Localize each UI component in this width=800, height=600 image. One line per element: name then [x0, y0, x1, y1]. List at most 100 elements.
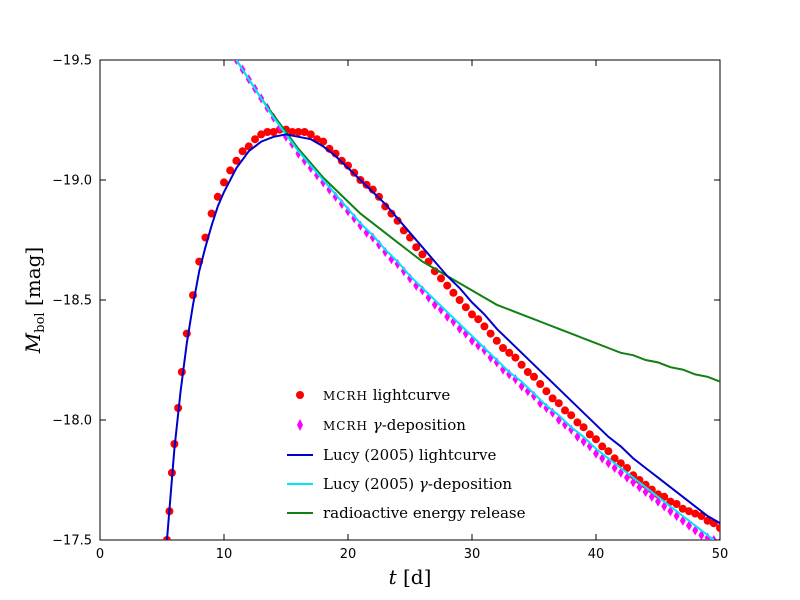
data-point: [579, 423, 588, 432]
data-point: [703, 516, 712, 525]
legend-entry-lucy-lightcurve: Lucy (2005) lightcurve: [287, 446, 497, 464]
legend: MCRH lightcurve MCRH γ-deposition Lucy (…: [287, 386, 526, 522]
data-point: [381, 202, 390, 211]
data-point: [449, 288, 458, 297]
data-point: [288, 128, 297, 136]
y-tick-label: −19.0: [52, 174, 92, 189]
data-point: [251, 135, 259, 144]
data-point: [517, 360, 526, 369]
data-point: [376, 239, 382, 250]
legend-label-lucy-gamma: -deposition: [428, 475, 513, 493]
data-point: [530, 372, 538, 381]
data-point: [300, 128, 309, 136]
legend-entry-mcrh-lightcurve: MCRH lightcurve: [296, 386, 450, 404]
legend-label-mcrh-gamma: -deposition: [382, 416, 467, 434]
gamma-symbol: γ: [419, 475, 428, 493]
legend-entry-lucy-gamma: Lucy (2005) γ-deposition: [287, 475, 512, 493]
data-point: [351, 213, 358, 224]
data-point: [400, 266, 407, 277]
data-point: [536, 380, 545, 388]
data-point: [319, 137, 328, 146]
data-point: [207, 209, 216, 218]
svg-text:MCRH γ-deposition: MCRH γ-deposition: [323, 416, 466, 434]
data-point: [407, 273, 413, 284]
data-point: [523, 368, 532, 376]
data-point: [387, 209, 396, 218]
data-point: [213, 192, 222, 201]
data-point: [344, 161, 352, 170]
series-line: [235, 60, 720, 383]
legend-label-lucy-lightcurve: Lucy (2005) lightcurve: [323, 446, 497, 464]
legend-label-mcrh-lightcurve: lightcurve: [373, 386, 451, 404]
data-point: [492, 336, 501, 345]
data-point: [412, 243, 421, 252]
x-tick-label: 20: [340, 547, 357, 562]
data-point: [567, 411, 576, 420]
gamma-symbol: γ: [373, 416, 382, 434]
data-point: [306, 130, 315, 139]
data-point: [393, 216, 402, 225]
data-point: [382, 247, 389, 257]
series-line: [165, 133, 720, 540]
legend-mcrh-prefix: MCRH: [323, 419, 368, 433]
data-point: [461, 303, 470, 312]
x-tick-label: 10: [216, 547, 233, 562]
data-point: [505, 348, 514, 357]
data-point: [548, 394, 557, 403]
data-point: [554, 399, 563, 408]
data-point: [468, 310, 476, 319]
data-point: [573, 418, 582, 427]
data-point: [499, 344, 507, 352]
data-point: [691, 509, 700, 518]
y-tick-label: −17.5: [52, 534, 92, 549]
data-point: [511, 353, 520, 362]
data-point: [443, 281, 452, 290]
x-axis-label: t [d]: [389, 565, 432, 589]
data-point: [294, 128, 303, 136]
legend-mcrh-prefix: MCRH: [323, 389, 368, 403]
series-line: [235, 60, 716, 540]
data-point: [455, 296, 464, 304]
legend-entry-radioactive: radioactive energy release: [287, 504, 526, 522]
data-point: [592, 435, 600, 444]
legend-label-radioactive: radioactive energy release: [323, 504, 526, 522]
data-point: [257, 130, 266, 139]
y-tick-label: −18.5: [52, 294, 92, 309]
data-point: [269, 128, 278, 136]
data-point: [542, 387, 551, 396]
x-tick-label: 40: [588, 547, 605, 562]
data-point: [604, 447, 613, 456]
data-point: [238, 147, 247, 156]
data-point: [678, 504, 687, 513]
axis-ticks: 0 10 20 30 40 50 −19.5 −19.0 −18.5 −18.0 −17.5: [52, 54, 728, 563]
data-point: [232, 156, 241, 165]
data-point: [326, 184, 333, 195]
x-tick-label: 50: [712, 547, 729, 562]
legend-entry-mcrh-gamma: MCRH γ-deposition: [297, 416, 466, 434]
data-point: [672, 500, 681, 508]
legend-marker-circle: [296, 391, 304, 399]
data-point: [486, 329, 495, 338]
data-point: [220, 178, 228, 187]
data-point: [685, 507, 693, 516]
svg-text:Lucy (2005) γ-deposition: Lucy (2005) γ-deposition: [323, 475, 512, 493]
data-point: [598, 442, 607, 451]
data-point: [474, 315, 483, 324]
data-point: [698, 530, 705, 540]
data-point: [226, 166, 235, 175]
series-layer: [162, 60, 720, 540]
data-point: [585, 430, 594, 439]
data-point: [338, 199, 345, 209]
x-tick-label: 0: [96, 547, 104, 562]
data-point: [437, 274, 445, 283]
data-point: [716, 524, 720, 532]
y-tick-label: −19.5: [52, 54, 92, 69]
data-point: [480, 322, 489, 331]
x-tick-label: 30: [464, 547, 481, 562]
y-axis-label: Mbol [mag]: [21, 247, 48, 354]
data-point: [561, 406, 569, 415]
y-tick-label: −18.0: [52, 414, 92, 429]
data-point: [368, 185, 377, 194]
data-point: [345, 206, 351, 217]
